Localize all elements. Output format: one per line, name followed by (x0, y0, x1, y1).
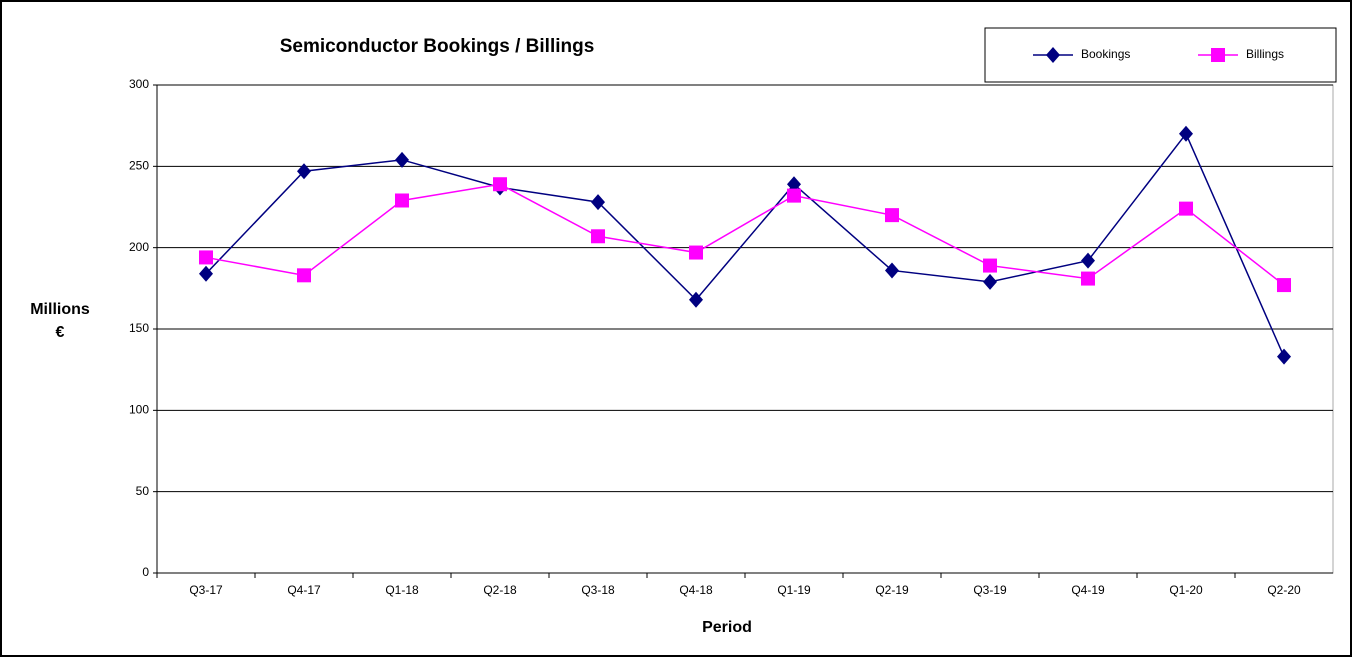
x-tick-label: Q3-17 (189, 583, 223, 597)
x-tick-label: Q4-18 (679, 583, 713, 597)
chart-title: Semiconductor Bookings / Billings (280, 36, 595, 57)
data-point (297, 163, 311, 180)
y-tick-label: 250 (129, 159, 149, 173)
x-tick-label: Q1-19 (777, 583, 811, 597)
x-tick-label: Q3-19 (973, 583, 1007, 597)
y-tick-label: 200 (129, 240, 149, 254)
data-point (689, 245, 703, 260)
data-point (199, 250, 213, 265)
legend-marker (1046, 47, 1060, 63)
x-tick-label: Q2-20 (1267, 583, 1301, 597)
data-point (885, 262, 899, 279)
y-tick-label: 0 (142, 565, 149, 579)
y-tick-label: 100 (129, 403, 149, 417)
data-point (787, 176, 801, 193)
data-point (591, 229, 605, 244)
x-axis-label: Period (702, 619, 752, 636)
data-point (1277, 278, 1291, 293)
data-point (1179, 201, 1193, 216)
x-tick-label: Q4-19 (1071, 583, 1105, 597)
data-point (395, 193, 409, 208)
data-point (591, 194, 605, 211)
x-tick-label: Q3-18 (581, 583, 615, 597)
data-point (1277, 348, 1291, 365)
y-tick-label: 150 (129, 321, 149, 335)
data-point (1179, 125, 1193, 142)
x-tick-label: Q4-17 (287, 583, 321, 597)
legend-marker (1211, 48, 1225, 62)
x-tick-label: Q2-19 (875, 583, 909, 597)
x-tick-label: Q1-18 (385, 583, 419, 597)
data-point (787, 188, 801, 203)
data-point (983, 273, 997, 290)
legend-label: Bookings (1081, 47, 1130, 61)
data-point (1081, 252, 1095, 269)
data-point (395, 151, 409, 168)
data-point (493, 177, 507, 192)
legend-label: Billings (1246, 47, 1284, 61)
y-tick-label: 300 (129, 77, 149, 91)
y-tick-label: 50 (136, 484, 150, 498)
x-tick-label: Q1-20 (1169, 583, 1203, 597)
series-line (205, 132, 1285, 357)
y-axis-label: € (56, 324, 65, 341)
y-axis-label: Millions (30, 301, 90, 318)
data-point (885, 208, 899, 223)
data-point (689, 291, 703, 308)
data-point (983, 258, 997, 273)
x-tick-label: Q2-18 (483, 583, 517, 597)
data-point (297, 268, 311, 283)
data-point (1081, 271, 1095, 286)
series-line (205, 183, 1285, 286)
data-point (199, 265, 213, 282)
